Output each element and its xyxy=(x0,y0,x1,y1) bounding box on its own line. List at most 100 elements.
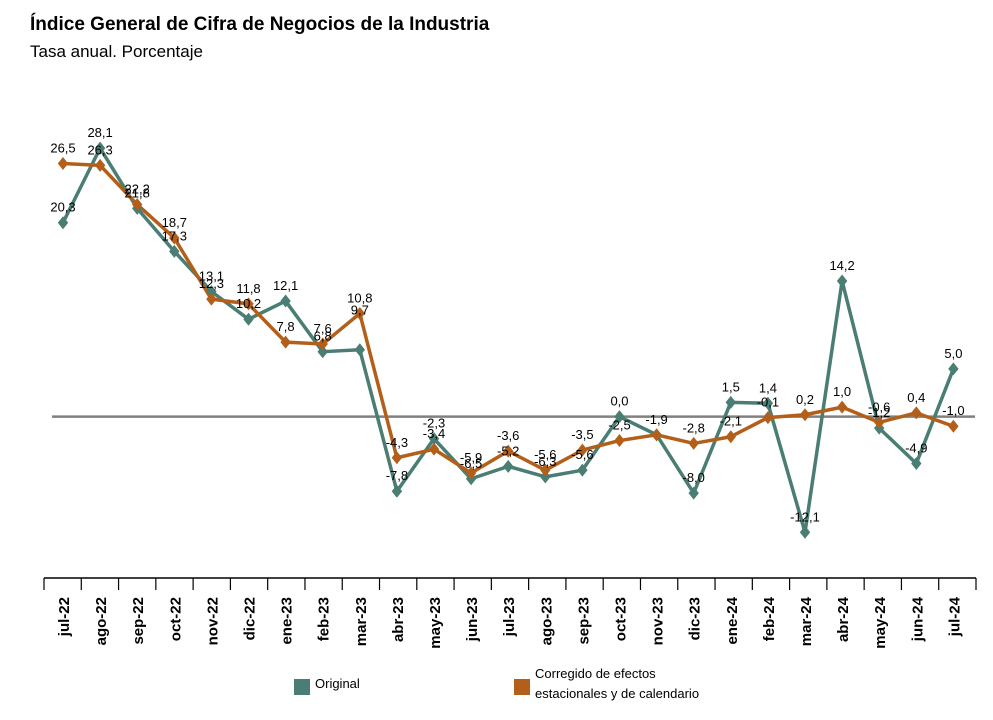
legend-swatch-corregido xyxy=(514,679,530,695)
data-point-corregido xyxy=(465,466,477,480)
data-label-corregido: -3,6 xyxy=(497,428,519,443)
data-label-original: 0,0 xyxy=(610,394,628,409)
data-point-original xyxy=(725,395,736,409)
data-label-corregido: -4,3 xyxy=(386,435,408,450)
data-point-original xyxy=(503,459,514,473)
data-label-corregido: 26,3 xyxy=(87,142,112,157)
data-label-corregido: -2,8 xyxy=(682,420,704,435)
data-label-corregido: 22,2 xyxy=(125,182,150,197)
x-tick-label: jul-24 xyxy=(946,596,963,637)
legend-label-original: Original xyxy=(315,676,360,691)
data-point-original xyxy=(911,456,922,470)
x-tick-label: feb-23 xyxy=(316,597,333,641)
data-label-original: 10,2 xyxy=(236,296,261,311)
data-point-corregido xyxy=(503,444,514,458)
x-tick-label: jun-23 xyxy=(464,597,481,642)
data-point-corregido xyxy=(651,428,662,442)
data-label-original: -2,3 xyxy=(423,416,445,431)
data-label-original: 5,0 xyxy=(944,346,962,361)
data-label-original: 20,3 xyxy=(50,200,75,215)
data-point-original xyxy=(94,141,106,155)
data-label-corregido: 11,8 xyxy=(236,281,260,296)
data-label-corregido: 1,0 xyxy=(833,384,851,399)
chart-title: Índice General de Cifra de Negocios de l… xyxy=(30,14,490,35)
data-point-original xyxy=(614,410,625,424)
data-point-corregido xyxy=(391,451,403,465)
data-point-original xyxy=(391,484,403,498)
data-label-corregido: 26,5 xyxy=(50,140,75,155)
x-tick-label: dic-23 xyxy=(687,597,704,640)
data-point-corregido xyxy=(57,156,69,170)
data-point-original xyxy=(688,486,699,500)
data-label-corregido: 18,7 xyxy=(162,215,187,230)
data-label-original: 6,8 xyxy=(314,329,332,344)
data-label-corregido: -2,1 xyxy=(720,414,742,429)
data-point-corregido xyxy=(725,430,736,444)
legend-label-corregido: Corregido de efectos estacionales y de c… xyxy=(535,666,700,701)
data-point-corregido xyxy=(836,400,848,414)
data-label-original: -5,6 xyxy=(571,447,593,462)
data-label-corregido: 12,3 xyxy=(199,276,224,291)
data-label-original: -6,3 xyxy=(534,454,556,469)
data-label-original: 17,3 xyxy=(162,228,187,243)
data-point-corregido xyxy=(354,306,365,320)
series-line-original xyxy=(61,146,956,535)
data-point-corregido xyxy=(169,231,180,245)
x-tick-label: may-23 xyxy=(427,597,444,649)
data-point-corregido xyxy=(948,419,959,433)
data-label-original: 21,8 xyxy=(125,185,150,200)
data-point-original xyxy=(836,274,848,288)
data-point-original xyxy=(169,244,180,258)
x-tick-label: mar-24 xyxy=(798,596,815,646)
x-tick-label: dic-22 xyxy=(242,597,259,640)
data-label-original: 1,5 xyxy=(722,379,740,394)
legend-item-corregido: Corregido de efectos estacionales y de c… xyxy=(514,664,699,704)
x-tick-label: feb-24 xyxy=(761,596,778,641)
data-label-corregido: -2,5 xyxy=(608,418,630,433)
data-label-corregido: 10,8 xyxy=(347,290,372,305)
data-label-original: -5,2 xyxy=(497,443,519,458)
data-label-original: -7,8 xyxy=(386,468,408,483)
data-label-original: 14,2 xyxy=(829,258,854,273)
data-label-corregido: -5,6 xyxy=(534,447,556,462)
data-label-original: -1,9 xyxy=(645,412,667,427)
data-label-corregido: -5,9 xyxy=(460,450,482,465)
data-point-original xyxy=(354,343,365,357)
x-tick-label: ene-23 xyxy=(279,597,296,645)
data-label-corregido: 0,4 xyxy=(907,390,925,405)
x-tick-label: nov-23 xyxy=(650,597,667,645)
x-tick-label: jul-22 xyxy=(56,597,73,637)
data-label-corregido: 7,6 xyxy=(314,321,332,336)
data-point-corregido xyxy=(911,406,922,420)
x-tick-label: oct-23 xyxy=(613,597,630,641)
data-label-original: -12,1 xyxy=(790,509,820,524)
data-point-corregido xyxy=(540,463,551,477)
data-point-original xyxy=(577,463,588,477)
data-point-original xyxy=(540,470,551,484)
data-point-corregido xyxy=(317,337,328,351)
data-label-corregido: -0,1 xyxy=(757,395,779,410)
data-label-corregido: -3,4 xyxy=(423,426,445,441)
x-tick-label: ago-22 xyxy=(93,597,110,645)
data-point-corregido xyxy=(428,442,440,456)
data-point-corregido xyxy=(94,158,106,172)
data-point-corregido xyxy=(874,415,885,429)
data-point-original xyxy=(317,345,328,359)
data-label-original: -6,5 xyxy=(460,456,482,471)
data-label-original: -1,2 xyxy=(868,405,890,420)
data-point-original xyxy=(762,396,774,410)
x-tick-label: abr-24 xyxy=(835,596,852,642)
data-point-corregido xyxy=(243,297,254,311)
x-tick-label: sep-23 xyxy=(575,597,592,645)
data-point-original xyxy=(57,216,69,230)
data-label-original: 9,7 xyxy=(351,302,369,317)
data-point-corregido xyxy=(206,292,217,306)
x-tick-label: nov-22 xyxy=(204,597,221,645)
data-point-corregido xyxy=(799,408,811,422)
x-tick-label: may-24 xyxy=(872,596,889,648)
x-tick-label: oct-22 xyxy=(167,597,184,641)
x-tick-label: jul-23 xyxy=(501,597,518,637)
data-label-original: -8,0 xyxy=(682,470,704,485)
x-tick-label: sep-22 xyxy=(130,597,147,645)
